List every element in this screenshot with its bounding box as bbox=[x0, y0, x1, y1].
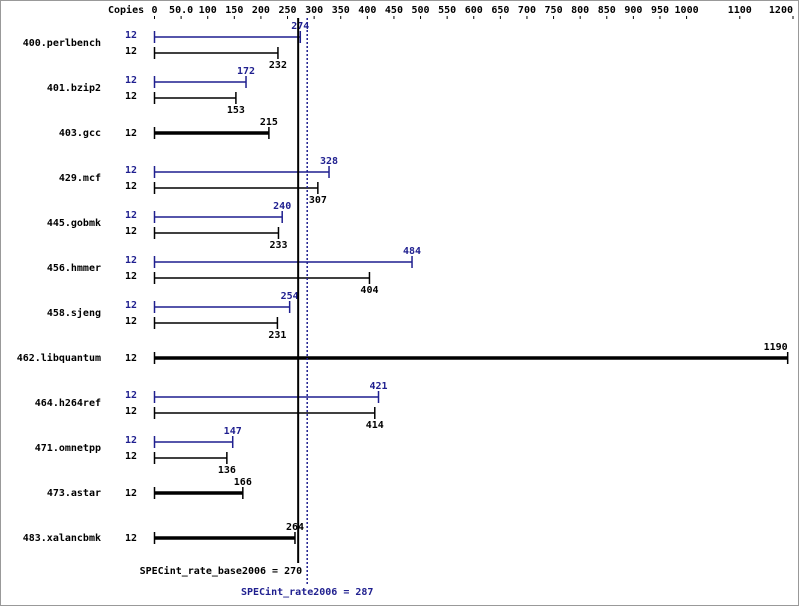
copies: 12 bbox=[125, 75, 137, 86]
benchmark-label: 400.perlbench bbox=[23, 38, 101, 49]
value-label: 307 bbox=[309, 195, 327, 206]
value-label: 484 bbox=[403, 246, 421, 257]
copies: 12 bbox=[125, 533, 137, 544]
benchmark-label: 403.gcc bbox=[59, 128, 101, 139]
value-label: 215 bbox=[260, 117, 278, 128]
benchmark-label: 483.xalancbmk bbox=[23, 533, 101, 544]
x-tick-label: 300 bbox=[305, 5, 323, 16]
value-label: 404 bbox=[360, 285, 378, 296]
copies: 12 bbox=[125, 451, 137, 462]
x-tick-label: 1000 bbox=[675, 5, 699, 16]
benchmark-label: 456.hmmer bbox=[47, 263, 101, 274]
x-tick-label: 600 bbox=[465, 5, 483, 16]
copies: 12 bbox=[125, 271, 137, 282]
x-tick-label: 50.0 bbox=[169, 5, 193, 16]
copies: 12 bbox=[125, 226, 137, 237]
benchmark-label: 462.libquantum bbox=[17, 352, 101, 364]
copies: 12 bbox=[125, 91, 137, 102]
copies: 12 bbox=[125, 390, 137, 401]
reference-label: SPECint_rate_base2006 = 270 bbox=[140, 565, 303, 577]
x-tick-label: 450 bbox=[385, 5, 403, 16]
reference-label: SPECint_rate2006 = 287 bbox=[241, 586, 373, 598]
x-tick-label: 550 bbox=[438, 5, 456, 16]
copies: 12 bbox=[125, 255, 137, 266]
copies: 12 bbox=[125, 128, 137, 139]
benchmark-label: 429.mcf bbox=[59, 173, 101, 184]
copies: 12 bbox=[125, 30, 137, 41]
benchmark-label: 458.sjeng bbox=[47, 307, 101, 319]
copies: 12 bbox=[125, 300, 137, 311]
value-label: 254 bbox=[281, 291, 299, 302]
x-tick-label: 0 bbox=[151, 5, 157, 16]
x-tick-label: 100 bbox=[199, 5, 217, 16]
value-label: 421 bbox=[369, 381, 387, 392]
value-label: 231 bbox=[268, 330, 286, 341]
value-label: 153 bbox=[227, 105, 245, 116]
x-tick-label: 1200 bbox=[769, 5, 793, 16]
value-label: 232 bbox=[269, 60, 287, 71]
copies: 12 bbox=[125, 165, 137, 176]
copies: 12 bbox=[125, 181, 137, 192]
x-tick-label: 250 bbox=[278, 5, 296, 16]
value-label: 136 bbox=[218, 465, 236, 476]
benchmark-label: 445.gobmk bbox=[47, 218, 101, 229]
value-label: 1190 bbox=[764, 342, 788, 353]
x-tick-label: 350 bbox=[332, 5, 350, 16]
benchmark-label: 464.h264ref bbox=[35, 398, 101, 409]
copies: 12 bbox=[125, 353, 137, 364]
value-label: 172 bbox=[237, 66, 255, 77]
value-label: 166 bbox=[234, 477, 252, 488]
value-label: 264 bbox=[286, 522, 304, 533]
x-tick-label: 200 bbox=[252, 5, 270, 16]
copies: 12 bbox=[125, 46, 137, 57]
benchmark-label: 473.astar bbox=[47, 488, 101, 499]
x-tick-label: 950 bbox=[651, 5, 669, 16]
value-label: 147 bbox=[224, 426, 242, 437]
value-label: 233 bbox=[269, 240, 287, 251]
x-tick-label: 1100 bbox=[728, 5, 752, 16]
x-tick-label: 150 bbox=[225, 5, 243, 16]
copies: 12 bbox=[125, 435, 137, 446]
x-tick-label: 500 bbox=[412, 5, 430, 16]
benchmark-label: 401.bzip2 bbox=[47, 82, 101, 94]
value-label: 240 bbox=[273, 201, 291, 212]
x-tick-label: 800 bbox=[571, 5, 589, 16]
value-label: 328 bbox=[320, 156, 338, 167]
copies: 12 bbox=[125, 488, 137, 499]
value-label: 274 bbox=[291, 21, 309, 32]
x-tick-label: 850 bbox=[598, 5, 616, 16]
value-label: 414 bbox=[366, 420, 384, 431]
copies: 12 bbox=[125, 406, 137, 417]
x-tick-label: 900 bbox=[624, 5, 642, 16]
x-tick-label: 400 bbox=[358, 5, 376, 16]
x-tick-label: 650 bbox=[491, 5, 509, 16]
benchmark-label: 471.omnetpp bbox=[35, 443, 101, 454]
copies: 12 bbox=[125, 316, 137, 327]
x-tick-label: 700 bbox=[518, 5, 536, 16]
copies-header: Copies bbox=[108, 4, 144, 16]
copies: 12 bbox=[125, 210, 137, 221]
x-tick-label: 750 bbox=[545, 5, 563, 16]
